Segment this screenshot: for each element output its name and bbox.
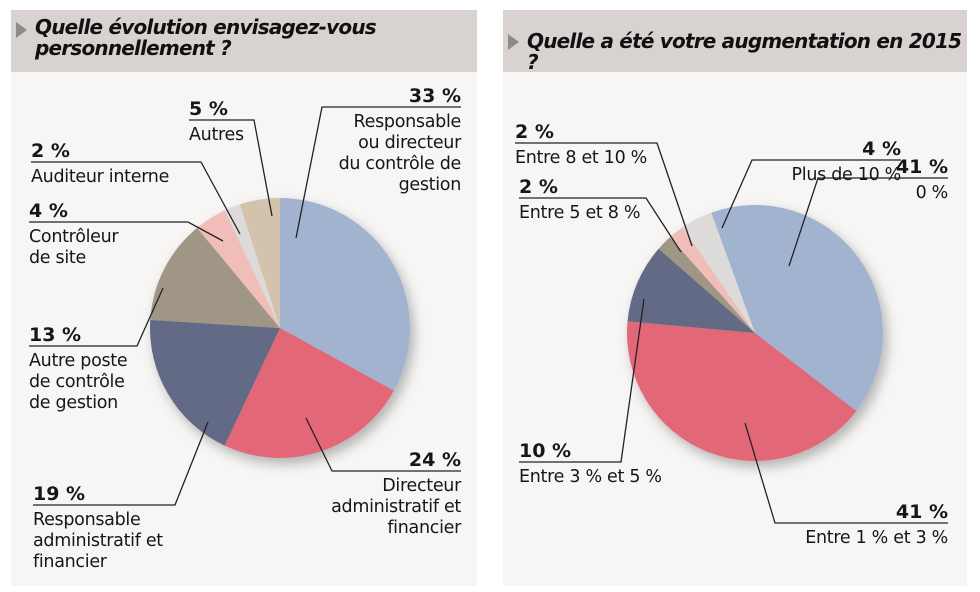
leader-line <box>515 142 693 247</box>
slice-percent-label: 5 % <box>189 98 228 120</box>
slice-percent-label: 2 % <box>31 140 70 162</box>
leader-line <box>29 221 224 242</box>
slice-category-label: Entre 8 et 10 % <box>515 148 647 168</box>
slice-category-label: Contrôleur <box>29 227 119 247</box>
slice-category-label: Responsable <box>354 112 461 132</box>
slice-percent-label: 2 % <box>515 121 554 143</box>
triangle-right-icon <box>508 34 519 50</box>
slice-category-label: Entre 3 % et 5 % <box>519 467 662 487</box>
slice-percent-label: 4 % <box>862 138 901 160</box>
leader-line <box>744 422 948 524</box>
slice-category-label: Responsable <box>33 510 140 530</box>
pie-slices <box>627 205 883 461</box>
slice-percent-label: 4 % <box>29 200 68 222</box>
pie-slice-autre-poste-de-controle-de-gestion <box>150 227 280 328</box>
slice-category-label: Autres <box>189 125 244 145</box>
chart-title: Quelle évolution envisagez-vous personne… <box>35 15 377 60</box>
leader-line <box>33 421 209 506</box>
pie-slice-entre-3-et-5 <box>627 248 755 333</box>
slice-category-label: Auditeur interne <box>31 167 169 187</box>
slice-category-label: Plus de 10 % <box>792 165 901 185</box>
slice-category-label: financier <box>387 518 462 538</box>
pie-slice-entre-1-et-3 <box>627 321 857 461</box>
pie-slice-autres <box>239 198 280 328</box>
chart-title-line: Quelle a été votre augmentation en 2015 … <box>527 29 962 74</box>
leader-line <box>721 159 901 229</box>
pie-slice-auditeur-interne <box>224 204 280 328</box>
slice-percent-label: 13 % <box>29 324 81 346</box>
leader-line <box>295 106 461 239</box>
slice-label-group-entre-1-et-3: 41 % Entre 1 % et 3 % <box>744 422 948 548</box>
slice-label-group-entre-8-et-10: 2 % Entre 8 et 10 % <box>515 121 693 247</box>
slice-category-label: du contrôle de <box>339 154 461 174</box>
slice-category-label: gestion <box>399 175 461 195</box>
pie-slices <box>150 198 411 459</box>
chart-header: Quelle a été votre augmentation en 2015 … <box>503 10 967 73</box>
slice-category-label: administratif et <box>331 497 461 517</box>
slice-category-label: Directeur <box>382 476 462 496</box>
triangle-right-icon <box>16 22 27 38</box>
pie-slice-directeur-administratif-et-financier <box>224 328 394 459</box>
leader-line <box>305 417 461 472</box>
slice-label-group-entre-3-et-5: 10 % Entre 3 % et 5 % <box>519 298 662 487</box>
chart-panel-augmentation: Quelle a été votre augmentation en 2015 … <box>503 10 967 586</box>
pie-slice-entre-8-et-10 <box>670 227 755 333</box>
chart-title: Quelle a été votre augmentation en 2015 … <box>527 31 967 73</box>
slice-label-group-plus-de-10: 4 % Plus de 10 % <box>721 138 901 229</box>
slice-label-group-auditeur-interne: 2 % Auditeur interne <box>31 140 241 235</box>
leader-line <box>788 177 948 267</box>
pie-slice-0 <box>711 205 883 412</box>
leader-line <box>29 287 164 347</box>
leader-line <box>519 197 682 253</box>
leader-line <box>519 298 645 463</box>
slice-category-label: administratif et <box>33 531 163 551</box>
pie-slice-responsable-administratif-et-financier <box>150 319 280 446</box>
leader-line <box>189 119 273 217</box>
slice-category-label: de site <box>29 248 86 268</box>
chart-header: Quelle évolution envisagez-vous personne… <box>11 10 477 72</box>
slice-percent-label: 10 % <box>519 440 571 462</box>
slice-percent-label: 41 % <box>896 501 948 523</box>
leader-line <box>31 161 241 235</box>
slice-percent-label: 24 % <box>409 449 461 471</box>
pie-slice-entre-5-et-8 <box>658 237 755 333</box>
slice-category-label: de gestion <box>29 393 118 413</box>
chart-title-line: personnellement ? <box>35 36 232 60</box>
slice-percent-label: 41 % <box>896 156 948 178</box>
pie-slice-responsable-ou-directeur-du-controle-de-gestion <box>280 198 411 391</box>
pie-slice-plus-de-10 <box>682 212 755 333</box>
slice-category-label: Entre 1 % et 3 % <box>805 528 948 548</box>
slice-category-label: 0 % <box>916 183 948 203</box>
slice-category-label: Autre poste <box>29 351 127 371</box>
slice-label-group-entre-5-et-8: 2 % Entre 5 et 8 % <box>519 176 682 253</box>
slice-label-group-0: 41 % 0 % <box>788 156 948 267</box>
slice-category-label: financier <box>33 552 108 572</box>
slice-percent-label: 2 % <box>519 176 558 198</box>
slice-category-label: de contrôle <box>29 372 125 392</box>
slice-label-group-autres: 5 % Autres <box>189 98 273 217</box>
chart-title-line: Quelle évolution envisagez-vous <box>35 15 377 39</box>
slice-percent-label: 19 % <box>33 483 85 505</box>
pie-chart-augmentation: 41 % 0 % 41 % Entre 1 % et 3 % 10 % Entre 3 %… <box>515 121 948 548</box>
pie-slice-controleur-de-site <box>197 210 280 328</box>
chart-panel-evolution: Quelle évolution envisagez-vous personne… <box>11 10 477 586</box>
slice-percent-label: 33 % <box>409 85 461 107</box>
slice-category-label: ou directeur <box>358 133 462 153</box>
slice-category-label: Entre 5 et 8 % <box>519 203 640 223</box>
